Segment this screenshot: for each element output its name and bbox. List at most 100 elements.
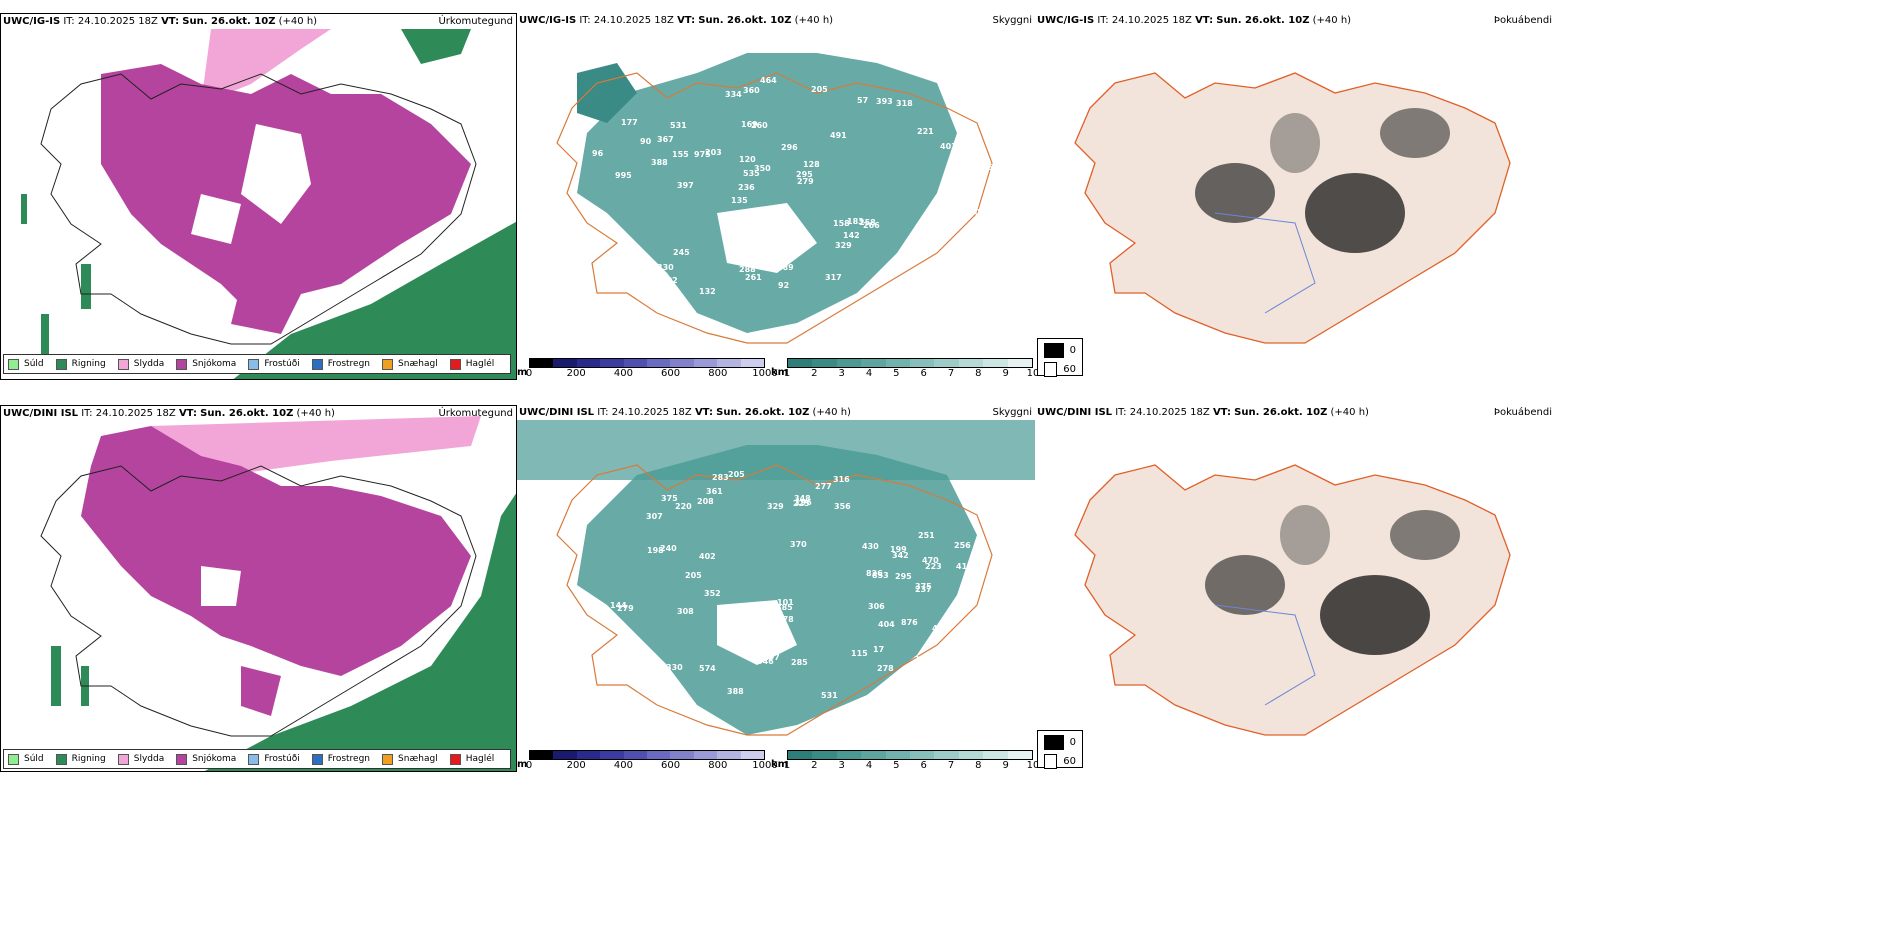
- legend-item: Rigning: [55, 358, 106, 370]
- colorbar-tick: 400: [613, 368, 633, 379]
- visibility-map: 349 256 370 361 470 574 240 418 375 307 208 197 223 1…: [517, 420, 1035, 736]
- visibility-value-label: 329: [767, 502, 784, 511]
- colorbar-tick: 200: [566, 368, 586, 379]
- visibility-value-label: 402: [940, 142, 957, 151]
- visibility-value-label: 531: [821, 691, 838, 700]
- visibility-value-label: 115: [851, 649, 868, 658]
- visibility-value-label: 203: [705, 148, 722, 157]
- visibility-value-label: 995: [615, 171, 632, 180]
- colorbar-tick: 1000: [752, 760, 778, 771]
- visibility-value-label: 260: [751, 121, 768, 130]
- precip-legend: Súld Rigning Slydda Snjókoma Frostúði Fr…: [3, 749, 512, 769]
- visibility-value-label: 308: [677, 607, 694, 616]
- visibility-value-label: 448: [932, 624, 949, 633]
- colorbar-tick: 7: [947, 368, 955, 379]
- visibility-value-label: 205: [685, 571, 702, 580]
- legend-item: Slydda: [117, 358, 164, 370]
- visibility-value-label: 158: [833, 219, 850, 228]
- colorbar-tick: 6: [920, 368, 927, 379]
- panel-header: UWC/IG-IS IT: 24.10.2025 18Z VT: Sun. 26…: [1037, 15, 1352, 26]
- visibility-value-label: 418: [956, 562, 973, 571]
- fog-panel-bottom: UWC/DINI ISL IT: 24.10.2025 18Z VT: Sun.…: [1035, 405, 1555, 772]
- panel-header: UWC/IG-IS IT: 24.10.2025 18Z VT: Sun. 26…: [519, 15, 834, 26]
- visibility-value-label: 208: [697, 497, 714, 506]
- visibility-value-label: 57: [857, 96, 868, 105]
- precip-type-map: [1, 406, 516, 771]
- visibility-value-label: 360: [743, 86, 760, 95]
- colorbar-tick: 10: [1026, 368, 1040, 379]
- visibility-value-label: 306: [868, 602, 885, 611]
- legend-item: Frostregn: [311, 753, 370, 765]
- visibility-value-label: 853: [872, 571, 889, 580]
- visibility-value-label: 402: [699, 552, 716, 561]
- panel-header: UWC/DINI ISL IT: 24.10.2025 18Z VT: Sun.…: [1037, 407, 1369, 418]
- visibility-value-label: 205: [811, 85, 828, 94]
- visibility-value-label: 278: [877, 664, 894, 673]
- visibility-value-label: 221: [917, 127, 934, 136]
- visibility-value-label: 169: [741, 120, 758, 129]
- visibility-value-label: 350: [754, 164, 771, 173]
- visibility-value-label: 103: [969, 208, 986, 217]
- altitude-colorbar: 0 200 400 600 800 1000 m: [517, 358, 778, 380]
- visibility-value-label: 295: [895, 572, 912, 581]
- visibility-value-label: 330: [657, 263, 674, 272]
- colorbar-tick: 1000: [752, 368, 778, 379]
- visibility-value-label: 197: [763, 653, 780, 662]
- visibility-value-label: 261: [745, 273, 762, 282]
- panel-title: Úrkomutegund: [438, 408, 513, 419]
- visibility-value-label: 17: [873, 645, 884, 654]
- visibility-value-label: 289: [777, 263, 794, 272]
- legend-item: Slydda: [117, 753, 164, 765]
- visibility-value-label: 278: [777, 615, 794, 624]
- colorbar-tick: 4: [865, 760, 873, 771]
- fog-legend: 0 60: [1037, 730, 1083, 769]
- visibility-value-label: 330: [666, 663, 683, 672]
- legend-item: Haglél: [449, 753, 494, 765]
- visibility-value-label: 535: [743, 169, 760, 178]
- precip-legend: Súld Rigning Slydda Snjókoma Frostúði Fr…: [3, 354, 512, 374]
- visibility-value-label: 356: [834, 502, 851, 511]
- visibility-value-label: 279: [617, 604, 634, 613]
- colorbar-tick: 8: [975, 368, 982, 379]
- visibility-value-label: 367: [657, 135, 674, 144]
- visibility-value-label: 225: [793, 499, 810, 508]
- legend-item: Snjókoma: [176, 358, 236, 370]
- colorbar-tick: 7: [947, 760, 955, 771]
- visibility-value-label: 397: [677, 181, 694, 190]
- visibility-value-label: 283: [712, 473, 729, 482]
- visibility-value-label: 132: [699, 287, 716, 296]
- visibility-value-label: 430: [862, 542, 879, 551]
- colorbar-tick: 10: [1026, 760, 1040, 771]
- visibility-value-label: 177: [621, 118, 638, 127]
- precip-type-panel-bottom: UWC/DINI ISL IT: 24.10.2025 18Z VT: Sun.…: [0, 405, 517, 772]
- visibility-value-label: 258: [859, 218, 876, 227]
- visibility-value-label: 404: [878, 620, 895, 629]
- visibility-value-label: 318: [896, 99, 913, 108]
- legend-item: Frostregn: [311, 358, 370, 370]
- visibility-value-label: 302: [661, 276, 678, 285]
- colorbar-tick: 3: [838, 368, 845, 379]
- visibility-value-label: 385: [776, 603, 793, 612]
- visibility-value-label: 280: [952, 631, 969, 640]
- colorbar-tick: 8: [975, 760, 982, 771]
- visibility-value-label: 256: [954, 541, 971, 550]
- visibility-value-label: 370: [790, 540, 807, 549]
- visibility-value-label: 574: [699, 664, 716, 673]
- colorbar-tick: 1: [783, 760, 791, 771]
- visibility-value-label: 276: [744, 241, 761, 250]
- visibility-value-label: 120: [739, 155, 756, 164]
- colorbar-tick: 2: [811, 368, 818, 379]
- visibility-value-label: 279: [797, 177, 814, 186]
- legend-item: Snæhagl: [382, 358, 438, 370]
- visibility-value-label: 128: [803, 160, 820, 169]
- visibility-value-label: 277: [815, 482, 832, 491]
- visibility-value-label: 348: [794, 494, 811, 503]
- visibility-value-label: 329: [835, 241, 852, 250]
- visibility-value-label: 295: [796, 170, 813, 179]
- visibility-value-label: 285: [791, 658, 808, 667]
- colorbar-tick: 0: [525, 368, 533, 379]
- visibility-colorbar: 1 2 3 4 5 6 7 8 9 10 km: [771, 750, 1039, 772]
- colorbar-tick: 0: [525, 760, 533, 771]
- panel-title: Þokuábendi: [1493, 15, 1552, 26]
- visibility-value-label: 288: [739, 265, 756, 274]
